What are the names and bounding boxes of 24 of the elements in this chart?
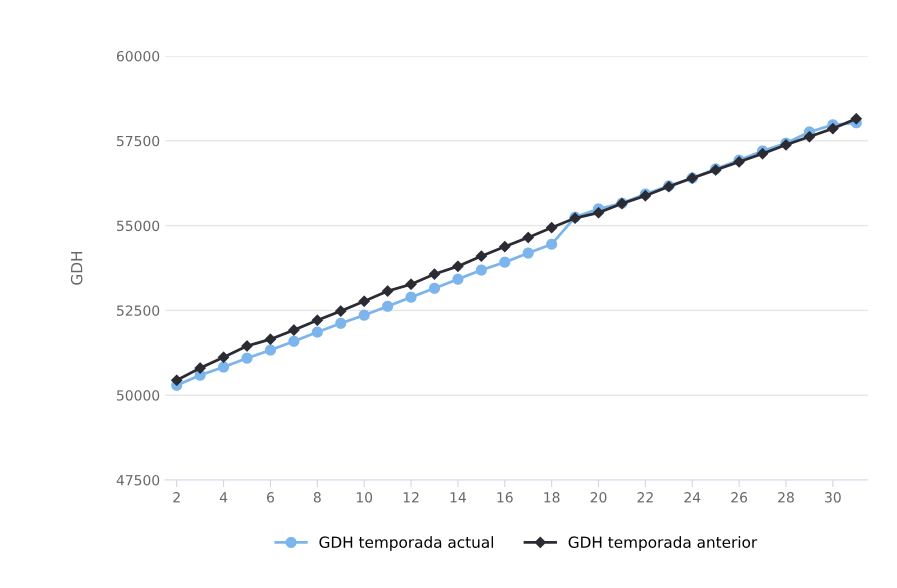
- x-tick-label: 22: [638, 492, 653, 502]
- x-tick-label: 4: [220, 492, 228, 502]
- x-tick-label: 30: [825, 492, 841, 503]
- x-tick-label: 18: [544, 492, 560, 503]
- x-tick-label: 12: [404, 492, 418, 502]
- y-tick-label: 55000: [117, 220, 160, 232]
- x-tick-label: 24: [684, 492, 700, 502]
- x-tick-label: 16: [497, 492, 513, 503]
- y-tick-label: 60000: [116, 50, 160, 62]
- x-tick-label: 2: [173, 492, 180, 502]
- y-axis-title: GDH: [70, 252, 82, 285]
- x-tick-label: 28: [778, 492, 794, 503]
- x-tick-label: 20: [590, 492, 606, 503]
- x-tick-label: 26: [731, 492, 748, 503]
- x-tick-label: 8: [314, 492, 321, 503]
- x-tick-label: 14: [450, 492, 466, 502]
- x-tick-label: 10: [356, 492, 372, 503]
- legend-label: GDH temporada actual: [319, 536, 494, 551]
- x-tick-label: 6: [267, 492, 274, 503]
- y-tick-label: 47500: [116, 474, 160, 486]
- y-tick-label: 57500: [117, 136, 160, 146]
- legend-label: GDH temporada anterior: [568, 536, 758, 551]
- y-tick-label: 50000: [117, 390, 160, 401]
- y-tick-label: 52500: [117, 305, 160, 316]
